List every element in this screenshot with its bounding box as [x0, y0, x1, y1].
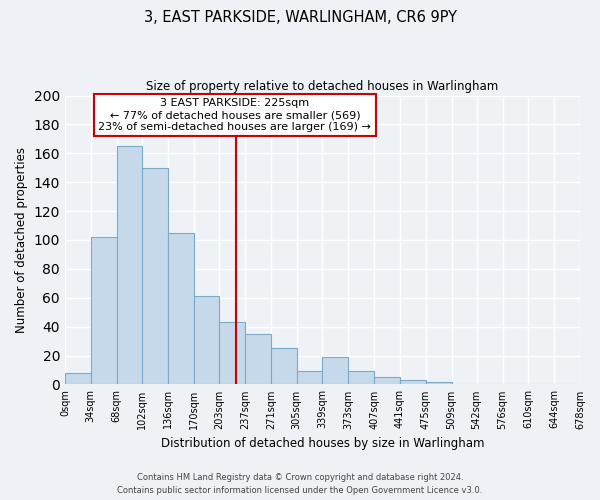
Text: 3, EAST PARKSIDE, WARLINGHAM, CR6 9PY: 3, EAST PARKSIDE, WARLINGHAM, CR6 9PY — [143, 10, 457, 25]
X-axis label: Distribution of detached houses by size in Warlingham: Distribution of detached houses by size … — [161, 437, 484, 450]
Bar — [168, 233, 194, 384]
Y-axis label: Number of detached properties: Number of detached properties — [15, 147, 28, 333]
Bar — [65, 373, 91, 384]
Bar — [245, 334, 271, 384]
Bar — [116, 146, 142, 384]
Bar — [142, 168, 168, 384]
Text: 3 EAST PARKSIDE: 225sqm
← 77% of detached houses are smaller (569)
23% of semi-d: 3 EAST PARKSIDE: 225sqm ← 77% of detache… — [98, 98, 371, 132]
Bar — [322, 357, 348, 384]
Bar — [271, 348, 296, 384]
Title: Size of property relative to detached houses in Warlingham: Size of property relative to detached ho… — [146, 80, 499, 93]
Text: Contains HM Land Registry data © Crown copyright and database right 2024.
Contai: Contains HM Land Registry data © Crown c… — [118, 474, 482, 495]
Bar — [219, 322, 245, 384]
Bar — [374, 377, 400, 384]
Bar — [91, 237, 116, 384]
Bar — [348, 372, 374, 384]
Bar — [194, 296, 219, 384]
Bar — [400, 380, 426, 384]
Bar — [426, 382, 452, 384]
Bar — [296, 372, 322, 384]
